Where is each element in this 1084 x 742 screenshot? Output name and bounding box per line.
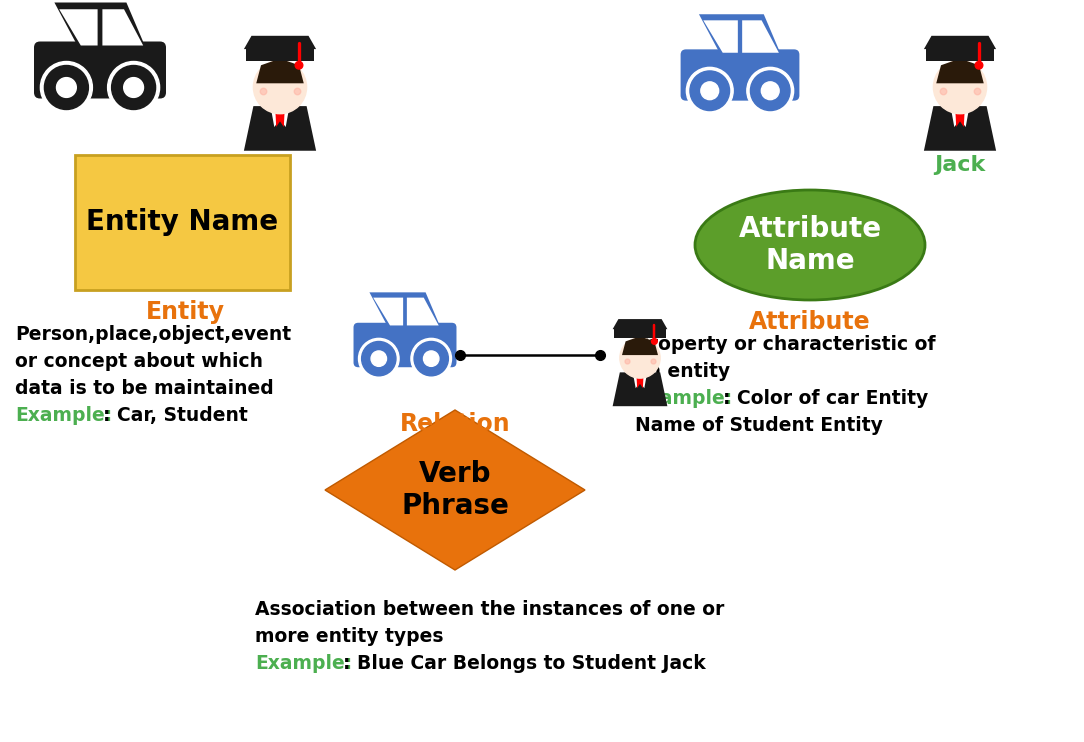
Circle shape: [689, 71, 730, 111]
Text: Attribute
Name: Attribute Name: [738, 214, 881, 275]
Polygon shape: [704, 20, 738, 53]
Circle shape: [254, 61, 307, 114]
Circle shape: [40, 62, 92, 114]
Text: Person,place,object,event: Person,place,object,event: [15, 325, 292, 344]
Circle shape: [701, 82, 719, 99]
FancyBboxPatch shape: [75, 155, 291, 290]
Ellipse shape: [695, 190, 925, 300]
Text: Example:: Example:: [15, 406, 113, 425]
Text: an entity: an entity: [635, 362, 731, 381]
Text: Jack: Jack: [934, 155, 985, 175]
Polygon shape: [636, 374, 644, 388]
Polygon shape: [924, 36, 996, 49]
Circle shape: [56, 78, 76, 97]
Circle shape: [411, 338, 452, 379]
Circle shape: [651, 338, 657, 344]
Circle shape: [686, 68, 733, 114]
Polygon shape: [622, 336, 658, 355]
Text: Verb
Phrase: Verb Phrase: [401, 460, 508, 520]
Polygon shape: [102, 9, 143, 45]
Circle shape: [424, 351, 439, 367]
Circle shape: [107, 62, 159, 114]
Text: : Blue Car Belongs to Student Jack: : Blue Car Belongs to Student Jack: [343, 654, 706, 673]
Text: Entity: Entity: [145, 300, 224, 324]
Polygon shape: [60, 9, 98, 45]
Circle shape: [362, 341, 396, 375]
Text: Attribute: Attribute: [749, 310, 870, 334]
Polygon shape: [924, 106, 996, 151]
Polygon shape: [612, 319, 668, 329]
Text: Association between the instances of one or: Association between the instances of one…: [255, 600, 724, 619]
Text: more entity types: more entity types: [255, 627, 443, 646]
FancyBboxPatch shape: [926, 49, 994, 61]
Polygon shape: [406, 298, 439, 326]
Polygon shape: [937, 59, 984, 83]
Polygon shape: [373, 298, 403, 326]
FancyBboxPatch shape: [246, 49, 314, 61]
Polygon shape: [244, 106, 317, 151]
Polygon shape: [743, 20, 779, 53]
Polygon shape: [54, 2, 145, 47]
Circle shape: [295, 62, 302, 69]
Circle shape: [124, 78, 143, 97]
Text: Example:: Example:: [635, 389, 733, 408]
Text: Property or characteristic of: Property or characteristic of: [635, 335, 935, 354]
FancyBboxPatch shape: [353, 323, 456, 367]
FancyBboxPatch shape: [614, 329, 666, 338]
Polygon shape: [271, 106, 289, 127]
Polygon shape: [633, 372, 647, 388]
Text: Example:: Example:: [255, 654, 352, 673]
Text: or concept about which: or concept about which: [15, 352, 263, 371]
Text: Entity Name: Entity Name: [87, 209, 279, 237]
Circle shape: [933, 61, 986, 114]
Text: : Car, Student: : Car, Student: [103, 406, 248, 425]
FancyBboxPatch shape: [34, 42, 166, 99]
Text: Relation: Relation: [400, 412, 511, 436]
Circle shape: [44, 65, 89, 110]
Circle shape: [761, 82, 779, 99]
Polygon shape: [951, 106, 969, 127]
Polygon shape: [275, 108, 285, 127]
Text: : Color of car Entity: : Color of car Entity: [723, 389, 928, 408]
Polygon shape: [256, 59, 304, 83]
Circle shape: [620, 338, 660, 378]
Circle shape: [112, 65, 156, 110]
Polygon shape: [370, 292, 440, 327]
Circle shape: [750, 71, 790, 111]
Circle shape: [976, 62, 983, 69]
Polygon shape: [612, 372, 668, 406]
FancyBboxPatch shape: [681, 50, 799, 101]
Circle shape: [747, 68, 793, 114]
Text: data is to be maintained: data is to be maintained: [15, 379, 274, 398]
Circle shape: [359, 338, 399, 379]
Polygon shape: [244, 36, 317, 49]
Polygon shape: [699, 14, 782, 55]
Circle shape: [414, 341, 449, 375]
Circle shape: [371, 351, 387, 367]
Polygon shape: [955, 108, 965, 127]
Polygon shape: [325, 410, 585, 570]
Text: Name of Student Entity: Name of Student Entity: [635, 416, 882, 435]
